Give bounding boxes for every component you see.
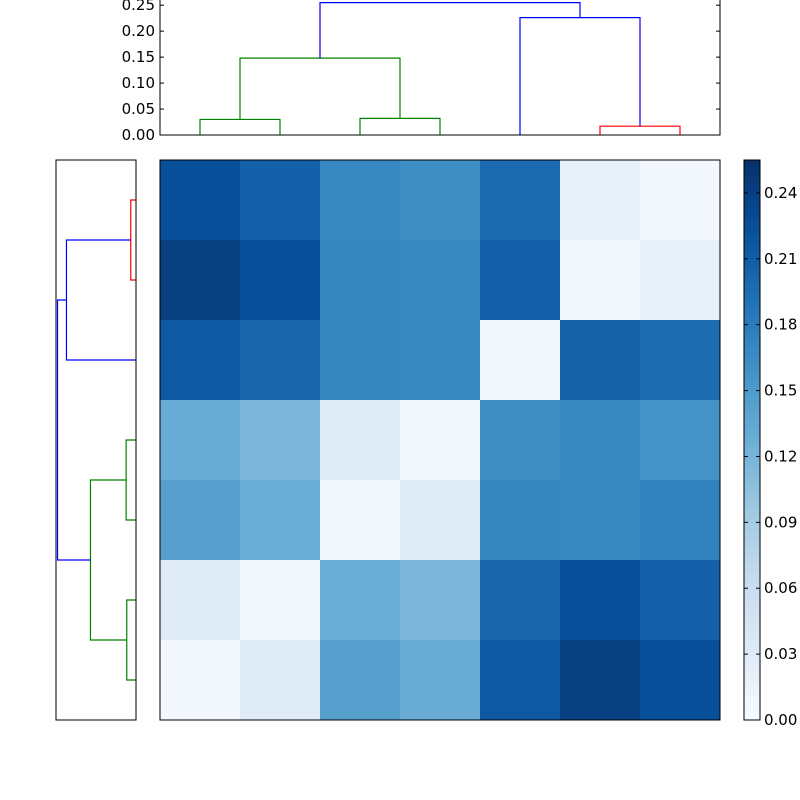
heatmap-cell	[400, 480, 481, 561]
heatmap-cell	[400, 400, 481, 481]
heatmap-cell	[640, 320, 721, 401]
heatmap-cell	[320, 240, 401, 321]
dendrogram-link	[56, 299, 91, 561]
heatmap-cell	[320, 480, 401, 561]
heatmap-cell	[640, 560, 721, 641]
heatmap-cell	[240, 160, 321, 241]
heatmap-cell	[400, 160, 481, 241]
heatmap-frame	[159, 159, 721, 721]
heatmap-cell	[240, 400, 321, 481]
colorbar-tick-label: 0.06	[764, 579, 797, 597]
heatmap-cell	[320, 640, 401, 721]
y-tick-label: 0.25	[122, 0, 155, 14]
dendrogram-link	[519, 17, 641, 135]
dendrogram-link	[130, 199, 136, 281]
left-dendrogram	[55, 159, 137, 721]
heatmap-cell	[480, 640, 561, 721]
heatmap-cell	[160, 560, 241, 641]
heatmap-cell	[640, 160, 721, 241]
heatmap-cell	[480, 240, 561, 321]
dendrogram-link	[599, 125, 681, 135]
heatmap-cell	[320, 400, 401, 481]
heatmap-cell	[480, 560, 561, 641]
top-dendrogram: 0.00 0.05 0.10 0.15 0.20 0.25	[122, 0, 721, 144]
heatmap-cell	[640, 480, 721, 561]
heatmap-cell	[240, 240, 321, 321]
heatmap-cell	[240, 640, 321, 721]
heatmap-cell	[560, 160, 641, 241]
heatmap-cell	[640, 400, 721, 481]
heatmap-cell	[560, 400, 641, 481]
heatmap-cell	[560, 640, 641, 721]
heatmap-cell	[160, 640, 241, 721]
colorbar-tick-label: 0.18	[764, 316, 797, 334]
heatmap-cell	[480, 320, 561, 401]
colorbar-tick-label: 0.12	[764, 447, 797, 465]
dendrogram-link	[65, 239, 136, 361]
colorbar-tick-label: 0.09	[764, 513, 797, 531]
y-tick-label: 0.20	[122, 22, 155, 40]
colorbar: 0.00 0.03 0.06 0.09 0.12 0.15 0.18 0.21 0.24	[743, 159, 797, 729]
heatmap-cell	[240, 560, 321, 641]
heatmap-cell	[160, 480, 241, 561]
heatmap-cell	[240, 320, 321, 401]
heatmap-cell	[400, 560, 481, 641]
heatmap-cell	[560, 320, 641, 401]
heatmap-cell	[640, 240, 721, 321]
heatmap-cell	[400, 640, 481, 721]
heatmap-cell	[240, 480, 321, 561]
dendrogram-link	[319, 1, 581, 59]
heatmap-cell	[480, 400, 561, 481]
heatmap-cell	[560, 480, 641, 561]
dendrogram-link	[125, 439, 136, 521]
dendrogram-link	[239, 57, 401, 120]
heatmap-cell	[320, 560, 401, 641]
dendrogram-link	[126, 599, 136, 681]
y-tick-label: 0.15	[122, 48, 155, 66]
heatmap-cell	[400, 320, 481, 401]
y-tick-label: 0.05	[122, 100, 155, 118]
colorbar-tick-label: 0.24	[764, 184, 797, 202]
heatmap-cell	[560, 240, 641, 321]
heatmap-cell	[320, 160, 401, 241]
heatmap-cell	[160, 400, 241, 481]
colorbar-tick-label: 0.15	[764, 382, 797, 400]
colorbar-tick-label: 0.03	[764, 645, 797, 663]
top-dendrogram-frame	[159, 0, 721, 136]
colorbar-bar	[743, 159, 761, 721]
dendrogram-link	[89, 479, 127, 641]
heatmap-cell	[320, 320, 401, 401]
heatmap-cell	[480, 480, 561, 561]
heatmap-cell	[480, 160, 561, 241]
heatmap-cell	[160, 160, 241, 241]
colorbar-tick-label: 0.00	[764, 711, 797, 729]
heatmap-cell	[640, 640, 721, 721]
heatmap-cell	[160, 240, 241, 321]
y-tick-label: 0.00	[122, 126, 155, 144]
heatmap-cell	[560, 560, 641, 641]
dendrogram-link	[359, 117, 441, 135]
dendrogram-link	[199, 118, 281, 135]
left-dendrogram-frame	[55, 159, 137, 721]
y-tick-label: 0.10	[122, 74, 155, 92]
colorbar-tick-label: 0.21	[764, 250, 797, 268]
heatmap-cell	[400, 240, 481, 321]
heatmap-matrix	[159, 159, 721, 721]
heatmap-cell	[160, 320, 241, 401]
